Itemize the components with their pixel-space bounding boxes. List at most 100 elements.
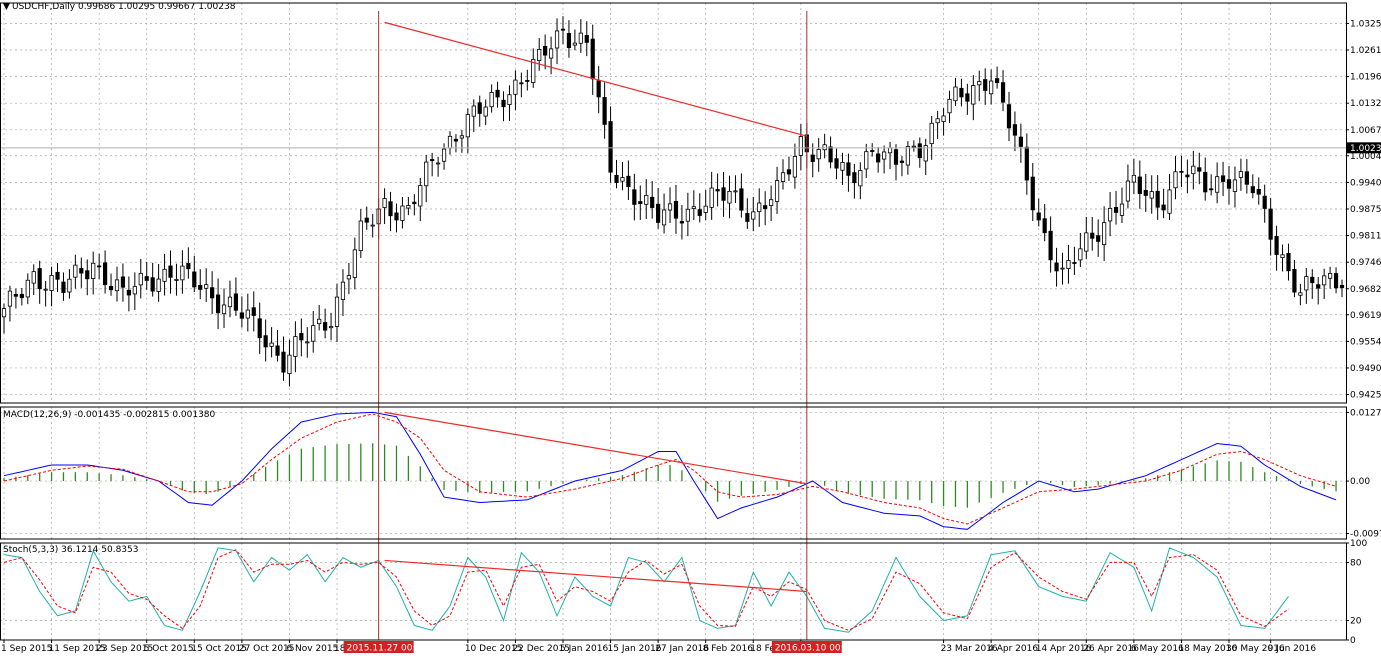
candle-bull xyxy=(953,86,958,102)
candle-bear xyxy=(1333,273,1339,289)
candle-bull xyxy=(644,194,649,205)
candle-bull xyxy=(156,278,161,292)
candle-bull xyxy=(578,32,583,44)
candle-bull xyxy=(25,279,30,298)
date-label: 27 Jan 2016 xyxy=(655,644,709,654)
candle-bear xyxy=(388,201,393,217)
date-label: 26 Apr 2016 xyxy=(1083,644,1139,654)
candle-bear xyxy=(233,293,239,311)
candle-bull xyxy=(174,279,179,281)
candle-bear xyxy=(739,188,744,211)
date-label: 5 Oct 2015 xyxy=(144,644,194,654)
date-label: 10 Dec 2015 xyxy=(465,644,522,654)
candle-bull xyxy=(114,279,120,292)
candle-bull xyxy=(751,211,756,220)
candle-bear xyxy=(251,307,256,316)
candle-bull xyxy=(1322,275,1327,286)
candle-bear xyxy=(1096,235,1101,242)
candle-bear xyxy=(1226,179,1232,189)
candle-bear xyxy=(810,154,815,162)
candle-bull xyxy=(138,272,143,286)
candle-bull xyxy=(1280,254,1285,259)
candle-bear xyxy=(679,221,685,224)
candle-bear xyxy=(543,45,548,56)
candle-bull xyxy=(1119,203,1125,216)
candle-bull xyxy=(769,199,774,206)
highlight-date-label: 2015.11.27 00:00 xyxy=(347,644,428,654)
date-label: 11 Sep 2015 xyxy=(49,644,106,654)
chart-title-triangle-icon: ▼ xyxy=(3,2,10,12)
candle-bear xyxy=(1018,136,1023,147)
date-label: 23 Sep 2015 xyxy=(96,644,153,654)
candle-bull xyxy=(691,206,696,209)
price-axis-label: 0.95545 xyxy=(1350,337,1381,347)
candle-bull xyxy=(513,79,518,95)
price-axis-label: 1.01965 xyxy=(1350,73,1381,83)
candlestick-series xyxy=(1,16,1345,387)
macd-histogram xyxy=(3,443,1337,508)
candle-bull xyxy=(67,278,72,293)
candle-bull xyxy=(780,172,786,182)
highlight-date-box xyxy=(771,641,842,653)
candle-bull xyxy=(406,205,411,209)
candle-bull xyxy=(382,198,387,208)
candle-bear xyxy=(495,89,500,98)
candle-bear xyxy=(650,196,655,208)
y-axes: 1.03255 1.02610 1.01965 1.01320 1.00675 1.000… xyxy=(1346,19,1381,646)
candle-bull xyxy=(1,308,7,318)
candle-bear xyxy=(626,175,631,188)
macd-axis-label: 0.00 xyxy=(1350,477,1370,487)
candle-bear xyxy=(364,217,369,223)
ohlc-values: 0.99686 1.00295 0.99667 1.00238 xyxy=(78,2,236,12)
candle-bull xyxy=(1149,191,1154,199)
candle-bull xyxy=(1078,248,1083,261)
date-label: 5 Jan 2016 xyxy=(560,644,608,654)
candle-bull xyxy=(370,224,375,227)
candle-bull xyxy=(923,145,928,162)
date-label: 6 May 2016 xyxy=(1131,644,1184,654)
candle-bull xyxy=(1084,232,1089,252)
candle-bull xyxy=(977,81,982,86)
candle-bear xyxy=(1256,189,1261,195)
candle-bull xyxy=(91,262,96,280)
price-axis-label: 0.94255 xyxy=(1350,391,1381,401)
candle-bull xyxy=(548,48,554,59)
candle-bear xyxy=(1054,262,1059,272)
candle-bear xyxy=(126,289,131,296)
candle-bull xyxy=(703,205,708,213)
candle-bull xyxy=(180,265,185,281)
candle-bear xyxy=(1274,236,1279,255)
candle-bear xyxy=(715,189,720,192)
candle-bear xyxy=(876,153,881,163)
price-axis-label: 1.01320 xyxy=(1350,99,1381,109)
stoch-trendline xyxy=(384,559,807,593)
candle-bull xyxy=(911,145,916,148)
candle-bear xyxy=(192,271,197,288)
candle-bull xyxy=(858,170,863,187)
candle-bull xyxy=(1107,207,1113,222)
candle-bear xyxy=(394,212,399,221)
candle-bear xyxy=(1310,276,1315,284)
date-label: 23 Mar 2016 xyxy=(941,644,998,654)
candle-bear xyxy=(1072,262,1077,264)
candle-bear xyxy=(608,121,613,173)
candle-bear xyxy=(1143,189,1148,196)
candle-bear xyxy=(632,189,637,205)
candle-bear xyxy=(323,322,328,331)
date-label: 4 Apr 2016 xyxy=(988,644,1038,654)
candle-bear xyxy=(656,203,661,223)
stoch-axis-label: 100 xyxy=(1350,539,1367,549)
candle-bull xyxy=(1173,171,1178,189)
candle-bear xyxy=(721,187,726,201)
price-axis-label: 1.03255 xyxy=(1350,19,1381,29)
candle-bull xyxy=(424,161,429,187)
candle-bull xyxy=(774,180,780,202)
candle-bull xyxy=(1066,260,1071,269)
date-label: 22 Dec 2015 xyxy=(512,644,570,654)
candle-bull xyxy=(792,156,798,178)
candle-bear xyxy=(412,201,417,205)
panel-frame xyxy=(0,542,1347,641)
date-label: 14 Apr 2016 xyxy=(1036,644,1092,654)
